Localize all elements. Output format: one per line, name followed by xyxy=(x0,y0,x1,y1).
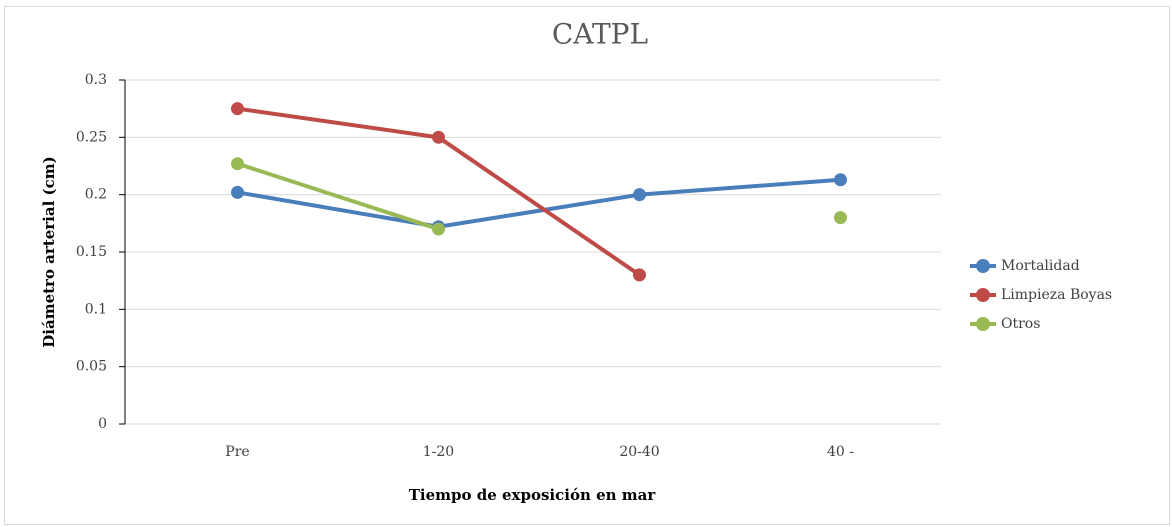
chart-title: CATPL xyxy=(552,18,648,51)
series-point xyxy=(231,102,244,116)
y-tick-label: 0.25 xyxy=(76,129,107,145)
series-point xyxy=(834,211,847,225)
x-axis-label: Tiempo de exposición en mar xyxy=(409,486,657,504)
series-point xyxy=(231,185,244,199)
series-point xyxy=(432,130,445,144)
legend-marker xyxy=(976,259,990,273)
legend-label: Mortalidad xyxy=(1001,258,1080,274)
series-point xyxy=(834,173,847,187)
x-tick-label: 20-40 xyxy=(619,444,659,460)
y-tick-label: 0.1 xyxy=(85,301,107,317)
y-tick-label: 0.3 xyxy=(85,72,107,88)
series-point xyxy=(231,157,244,171)
legend-label: Limpieza Boyas xyxy=(1001,287,1112,303)
y-tick-label: 0 xyxy=(98,416,107,432)
x-tick-label: 1-20 xyxy=(423,444,454,460)
x-tick-label: 40 - xyxy=(827,444,854,460)
y-tick-label: 0.15 xyxy=(76,244,107,260)
legend-marker xyxy=(976,317,990,331)
series-line xyxy=(235,177,843,229)
y-axis-label: Diámetro arterial (cm) xyxy=(40,156,58,347)
x-tick-label: Pre xyxy=(225,444,249,460)
y-tick-label: 0.05 xyxy=(76,359,107,375)
legend-marker xyxy=(976,288,990,302)
series-point xyxy=(432,222,445,236)
series-point xyxy=(633,268,646,282)
y-tick-label: 0.2 xyxy=(85,187,107,203)
series-point xyxy=(633,188,646,202)
legend-label: Otros xyxy=(1001,316,1040,332)
